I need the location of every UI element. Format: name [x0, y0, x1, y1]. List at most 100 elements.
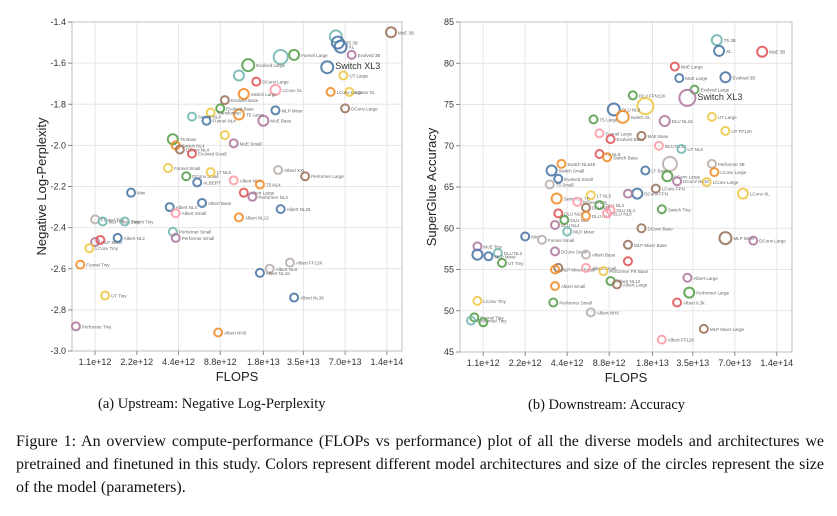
- point-label: Albert Large: [250, 191, 275, 196]
- point-label: Funnel Large: [605, 131, 632, 136]
- data-point: [611, 279, 622, 290]
- point-label: MLP Mixer Large: [710, 327, 745, 332]
- data-point: [97, 216, 108, 227]
- point-label: Switch 11.7E: [564, 197, 590, 202]
- x-axis-title: FLOPS: [216, 369, 259, 384]
- y-tick-label: 80: [444, 58, 454, 68]
- point-label: DLU NL16: [665, 144, 687, 149]
- point-label: DLU NL4: [561, 223, 580, 228]
- data-point: [119, 216, 130, 227]
- point-label: T5 Large: [600, 117, 619, 122]
- point-label: Mini: [531, 235, 539, 240]
- downstream-scatter-plot: 1.1e+12 2.2e+12 4.4e+12 8.8e+12 1.8e+13 3.5e+…: [424, 17, 793, 385]
- data-point: [676, 144, 687, 155]
- point-label: Albert Small: [182, 211, 206, 216]
- point-label: Mini: [137, 191, 145, 196]
- data-point: [492, 248, 503, 258]
- data-point: [325, 86, 336, 97]
- point-label: T5 Small: [556, 183, 574, 188]
- data-point: [585, 190, 596, 201]
- point-label: MLP Mixer: [494, 254, 516, 259]
- point-label: DConv NL4: [186, 147, 210, 152]
- data-point: [605, 134, 616, 145]
- data-point: [585, 307, 596, 318]
- upstream-scatter-plot: 1.1e+12 2.2e+12 4.4e+12 8.8e+12 1.8e+13 3.5e+…: [34, 17, 414, 384]
- data-point: [471, 248, 484, 261]
- point-label: Funnel Small: [174, 166, 200, 171]
- y-axis-title: Negative Log-Perplexity: [34, 117, 49, 256]
- data-point: [656, 334, 667, 345]
- data-point: [126, 187, 137, 198]
- point-label: Switch XL: [631, 115, 652, 120]
- point-label: Evolved Large: [256, 63, 285, 68]
- x-tick-label: 4.4e+12: [162, 357, 195, 367]
- downstream-chart: 1.1e+12 2.2e+12 4.4e+12 8.8e+12 1.8e+13 3.5e+…: [418, 0, 837, 420]
- point-label: Performer 3B: [718, 162, 745, 167]
- data-point: [669, 61, 680, 72]
- y-tick-label: -3.0: [50, 346, 66, 356]
- x-tick-label: 7.0e+13: [718, 358, 751, 368]
- y-tick-label: -2.0: [50, 140, 66, 150]
- point-label: DConv Large: [759, 239, 786, 244]
- point-label: Funnel Tiny: [101, 217, 125, 222]
- data-point: [556, 158, 567, 169]
- upstream-chart: 1.1e+12 2.2e+12 4.4e+12 8.8e+12 1.8e+13 3.5e+…: [0, 0, 420, 420]
- data-point: [228, 175, 239, 186]
- data-point: [170, 232, 181, 243]
- point-label: MoE Large: [681, 65, 704, 70]
- data-point: [483, 251, 494, 262]
- x-tick-label: 1.1e+12: [79, 357, 112, 367]
- point-label: Evolved 3B: [358, 53, 381, 58]
- data-point: [333, 39, 348, 54]
- x-tick-label: 1.8e+13: [247, 357, 280, 367]
- data-point: [247, 191, 258, 202]
- x-tick-label: 3.5e+13: [287, 357, 320, 367]
- point-label: Switch Tiny: [668, 207, 692, 212]
- point-label: Evolved Base: [226, 106, 254, 111]
- point-label: Albert Small: [561, 284, 585, 289]
- data-point: [580, 210, 591, 221]
- data-point: [164, 202, 175, 213]
- data-point: [254, 267, 265, 278]
- point-label: T5 NL4: [266, 182, 281, 187]
- data-point: [550, 192, 563, 205]
- data-point: [615, 109, 630, 124]
- point-label: Performer Small: [179, 230, 212, 235]
- data-point: [320, 60, 335, 75]
- point-label: Evolved 3B: [732, 75, 755, 80]
- point-label: Evolved Base: [617, 137, 645, 142]
- point-label: Funnel NL4: [212, 119, 236, 124]
- data-point: [90, 237, 101, 248]
- point-label: Funnel Large: [301, 53, 328, 58]
- data-point: [300, 171, 311, 182]
- point-label: DLU FFN12K: [639, 93, 666, 98]
- point-label: Switch Large: [251, 92, 278, 97]
- data-point: [553, 208, 564, 219]
- point-label: T5 NL8: [605, 152, 620, 157]
- data-point: [219, 130, 230, 141]
- data-point: [174, 144, 185, 155]
- y-tick-label: -2.8: [50, 305, 66, 315]
- point-label: LT Base: [651, 169, 668, 174]
- point-label: Switch Small: [559, 169, 585, 174]
- point-label: DLU NL8: [613, 211, 632, 216]
- data-point: [748, 235, 759, 246]
- data-point: [572, 196, 583, 207]
- point-label: Performer Tiny: [477, 319, 507, 324]
- x-tick-label: 2.2e+12: [509, 358, 542, 368]
- point-label: MLP Mixer: [573, 230, 595, 235]
- point-label: LConv Large: [337, 90, 363, 95]
- data-point: [100, 290, 111, 301]
- point-label: Switch XL3: [697, 92, 742, 102]
- y-tick-label: -1.6: [50, 58, 66, 68]
- data-point: [520, 231, 531, 242]
- x-tick-label: 8.8e+12: [204, 357, 237, 367]
- point-label: LT NL6: [597, 193, 612, 198]
- data-point: [627, 90, 638, 101]
- y-tick-label: 70: [444, 141, 454, 151]
- data-point: [232, 69, 245, 82]
- data-point: [550, 264, 561, 275]
- subcaption-downstream: (b) Downstream: Accuracy: [528, 397, 686, 413]
- point-label: MLP Mixer Tiny: [109, 219, 141, 224]
- point-label: MoE Small: [240, 141, 262, 146]
